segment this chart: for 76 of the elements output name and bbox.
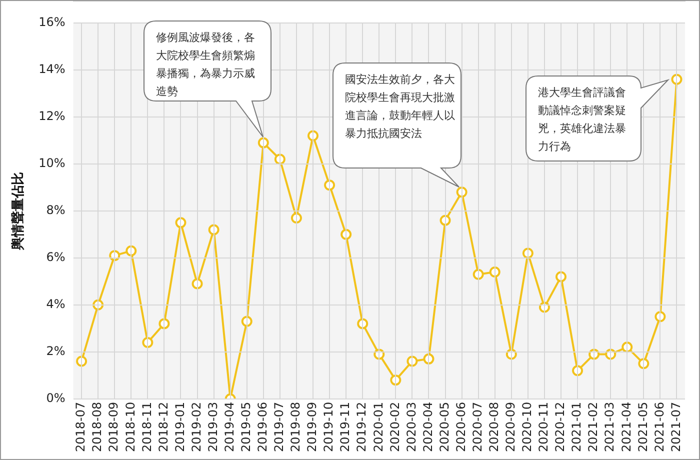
x-tick-label: 2019-06: [256, 402, 270, 452]
y-tick-label: 2%: [46, 344, 66, 358]
point: [489, 266, 500, 278]
x-tick-label: 2020-08: [486, 402, 501, 452]
x-tick-label: 2020-11: [536, 402, 551, 452]
y-tick-label: 14%: [38, 62, 66, 76]
point: [142, 336, 154, 348]
point: [638, 358, 650, 370]
annotation: 港大學生會評議會動議悼念刺警案疑兇，英雄化違法暴力行為: [538, 85, 626, 155]
point: [340, 228, 352, 240]
point: [671, 74, 682, 85]
point: [208, 224, 220, 236]
x-tick-label: 2019-02: [189, 402, 204, 452]
annotation: 國安法生效前夕，各大院校學生會再現大批激進言論，鼓動年輕人以暴力抵抗國安法: [345, 72, 455, 142]
y-tick-label: 6%: [46, 250, 66, 264]
y-tick-label: 8%: [46, 203, 66, 218]
x-tick-label: 2019-11: [338, 402, 352, 452]
point: [654, 311, 666, 322]
x-tick-label: 2021-01: [570, 402, 584, 452]
x-tick-label: 2020-02: [388, 402, 402, 452]
x-tick-label: 2018-11: [140, 402, 154, 452]
x-tick-label: 2018-08: [90, 402, 104, 452]
point: [572, 365, 584, 376]
point: [175, 217, 186, 228]
point: [423, 353, 434, 364]
x-tick-label: 2019-05: [238, 402, 253, 452]
point: [76, 356, 88, 367]
point: [290, 212, 302, 224]
point: [406, 356, 418, 367]
x-tick-label: 2021-07: [668, 402, 683, 452]
x-tick-label: 2020-05: [437, 402, 452, 452]
y-tick-label: 0%: [46, 390, 66, 405]
point: [258, 137, 269, 148]
point: [390, 374, 402, 386]
x-tick-label: 2020-03: [404, 402, 418, 452]
x-tick-label: 2020-09: [504, 402, 518, 452]
x-tick-label: 2020-12: [553, 402, 568, 452]
point: [126, 245, 137, 256]
x-tick-label: 2018-09: [106, 402, 121, 452]
y-tick-label: 16%: [38, 15, 66, 30]
x-tick-label: 2021-03: [602, 402, 617, 452]
point: [440, 214, 451, 226]
x-tick-label: 2021-05: [636, 402, 650, 452]
x-tick-label: 2020-06: [454, 402, 468, 452]
x-tick-label: 2019-03: [206, 402, 220, 452]
point: [192, 278, 203, 290]
y-tick-label: 10%: [38, 156, 66, 170]
x-tick-label: 2020-10: [520, 402, 534, 452]
y-axis-title: 輿情聲量佔比: [10, 172, 26, 251]
point: [556, 271, 566, 282]
x-tick-label: 2021-02: [586, 402, 600, 452]
y-tick-label: 4%: [46, 297, 66, 312]
x-tick-label: 2019-01: [172, 402, 187, 452]
point: [241, 316, 252, 327]
x-tick-label: 2019-04: [222, 402, 236, 452]
point: [324, 180, 336, 191]
x-tick-label: 2020-04: [420, 402, 435, 452]
x-tick-label: 2019-12: [354, 402, 369, 452]
x-tick-label: 2021-04: [619, 402, 634, 452]
point: [456, 186, 468, 198]
point: [472, 268, 484, 280]
x-tick-label: 2018-07: [74, 402, 88, 452]
x-tick-label: 2019-10: [322, 402, 336, 452]
point: [158, 318, 170, 330]
point: [357, 318, 368, 330]
x-tick-label: 2019-09: [305, 402, 320, 452]
x-tick-label: 2020-01: [371, 402, 386, 452]
x-tick-label: 2018-10: [123, 402, 138, 452]
x-tick-label: 2020-07: [470, 402, 484, 452]
annotation: 修例風波爆發後，各大院校學生會頻繁煽暴播獨，為暴力示威造勢: [156, 30, 255, 100]
x-tick-label: 2021-06: [652, 402, 666, 452]
x-tick-label: 2018-12: [156, 402, 170, 452]
x-tick-label: 2019-08: [288, 402, 303, 452]
x-tick-label: 2019-07: [272, 402, 286, 452]
y-tick-label: 12%: [38, 109, 66, 124]
point: [308, 130, 319, 142]
